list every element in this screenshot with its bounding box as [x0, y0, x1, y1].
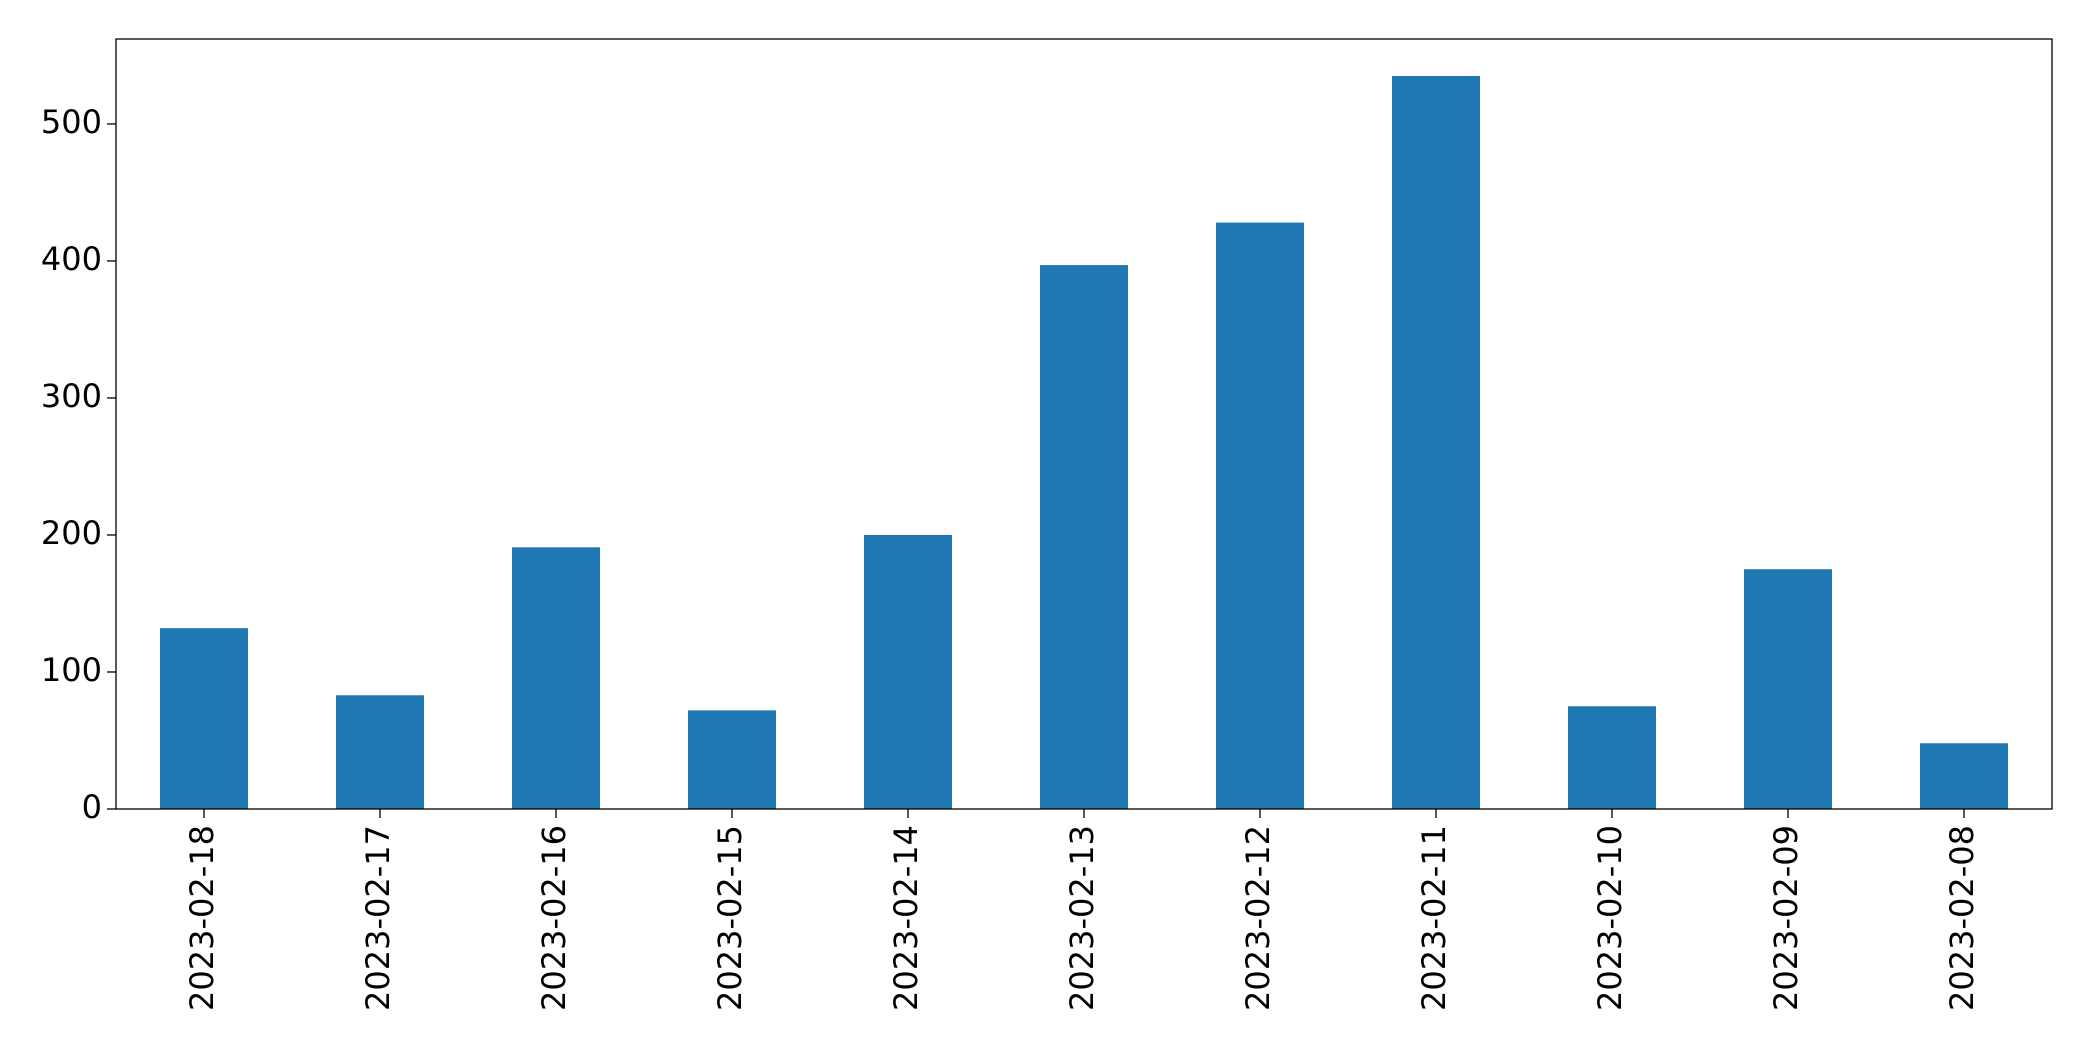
- bar: [688, 710, 776, 809]
- y-tick-label: 0: [82, 788, 102, 826]
- bar: [1920, 743, 2008, 809]
- x-tick-label: 2023-02-09: [1767, 825, 1805, 1011]
- x-tick-label: 2023-02-17: [359, 825, 397, 1011]
- x-tick-label: 2023-02-11: [1415, 825, 1453, 1011]
- bar: [864, 534, 952, 809]
- y-tick-label: 300: [41, 377, 102, 415]
- bar: [1744, 569, 1832, 809]
- y-tick-label: 400: [41, 240, 102, 278]
- x-tick-label: 2023-02-14: [887, 825, 925, 1011]
- bar: [1216, 222, 1304, 809]
- bar: [1568, 706, 1656, 809]
- y-tick-label: 200: [41, 514, 102, 552]
- x-tick-label: 2023-02-15: [711, 825, 749, 1011]
- x-tick-label: 2023-02-12: [1239, 825, 1277, 1011]
- x-tick-label: 2023-02-13: [1063, 825, 1101, 1011]
- bar: [512, 547, 600, 809]
- bar: [1392, 75, 1480, 810]
- y-tick-label: 500: [41, 103, 102, 141]
- bar: [336, 695, 424, 809]
- bar: [1040, 265, 1128, 809]
- x-tick-label: 2023-02-10: [1591, 825, 1629, 1011]
- x-tick-label: 2023-02-18: [183, 825, 221, 1011]
- y-tick-label: 100: [41, 651, 102, 689]
- plot-frame: [115, 38, 2053, 810]
- x-tick-label: 2023-02-08: [1943, 825, 1981, 1011]
- bar: [160, 628, 248, 809]
- x-tick-label: 2023-02-16: [535, 825, 573, 1011]
